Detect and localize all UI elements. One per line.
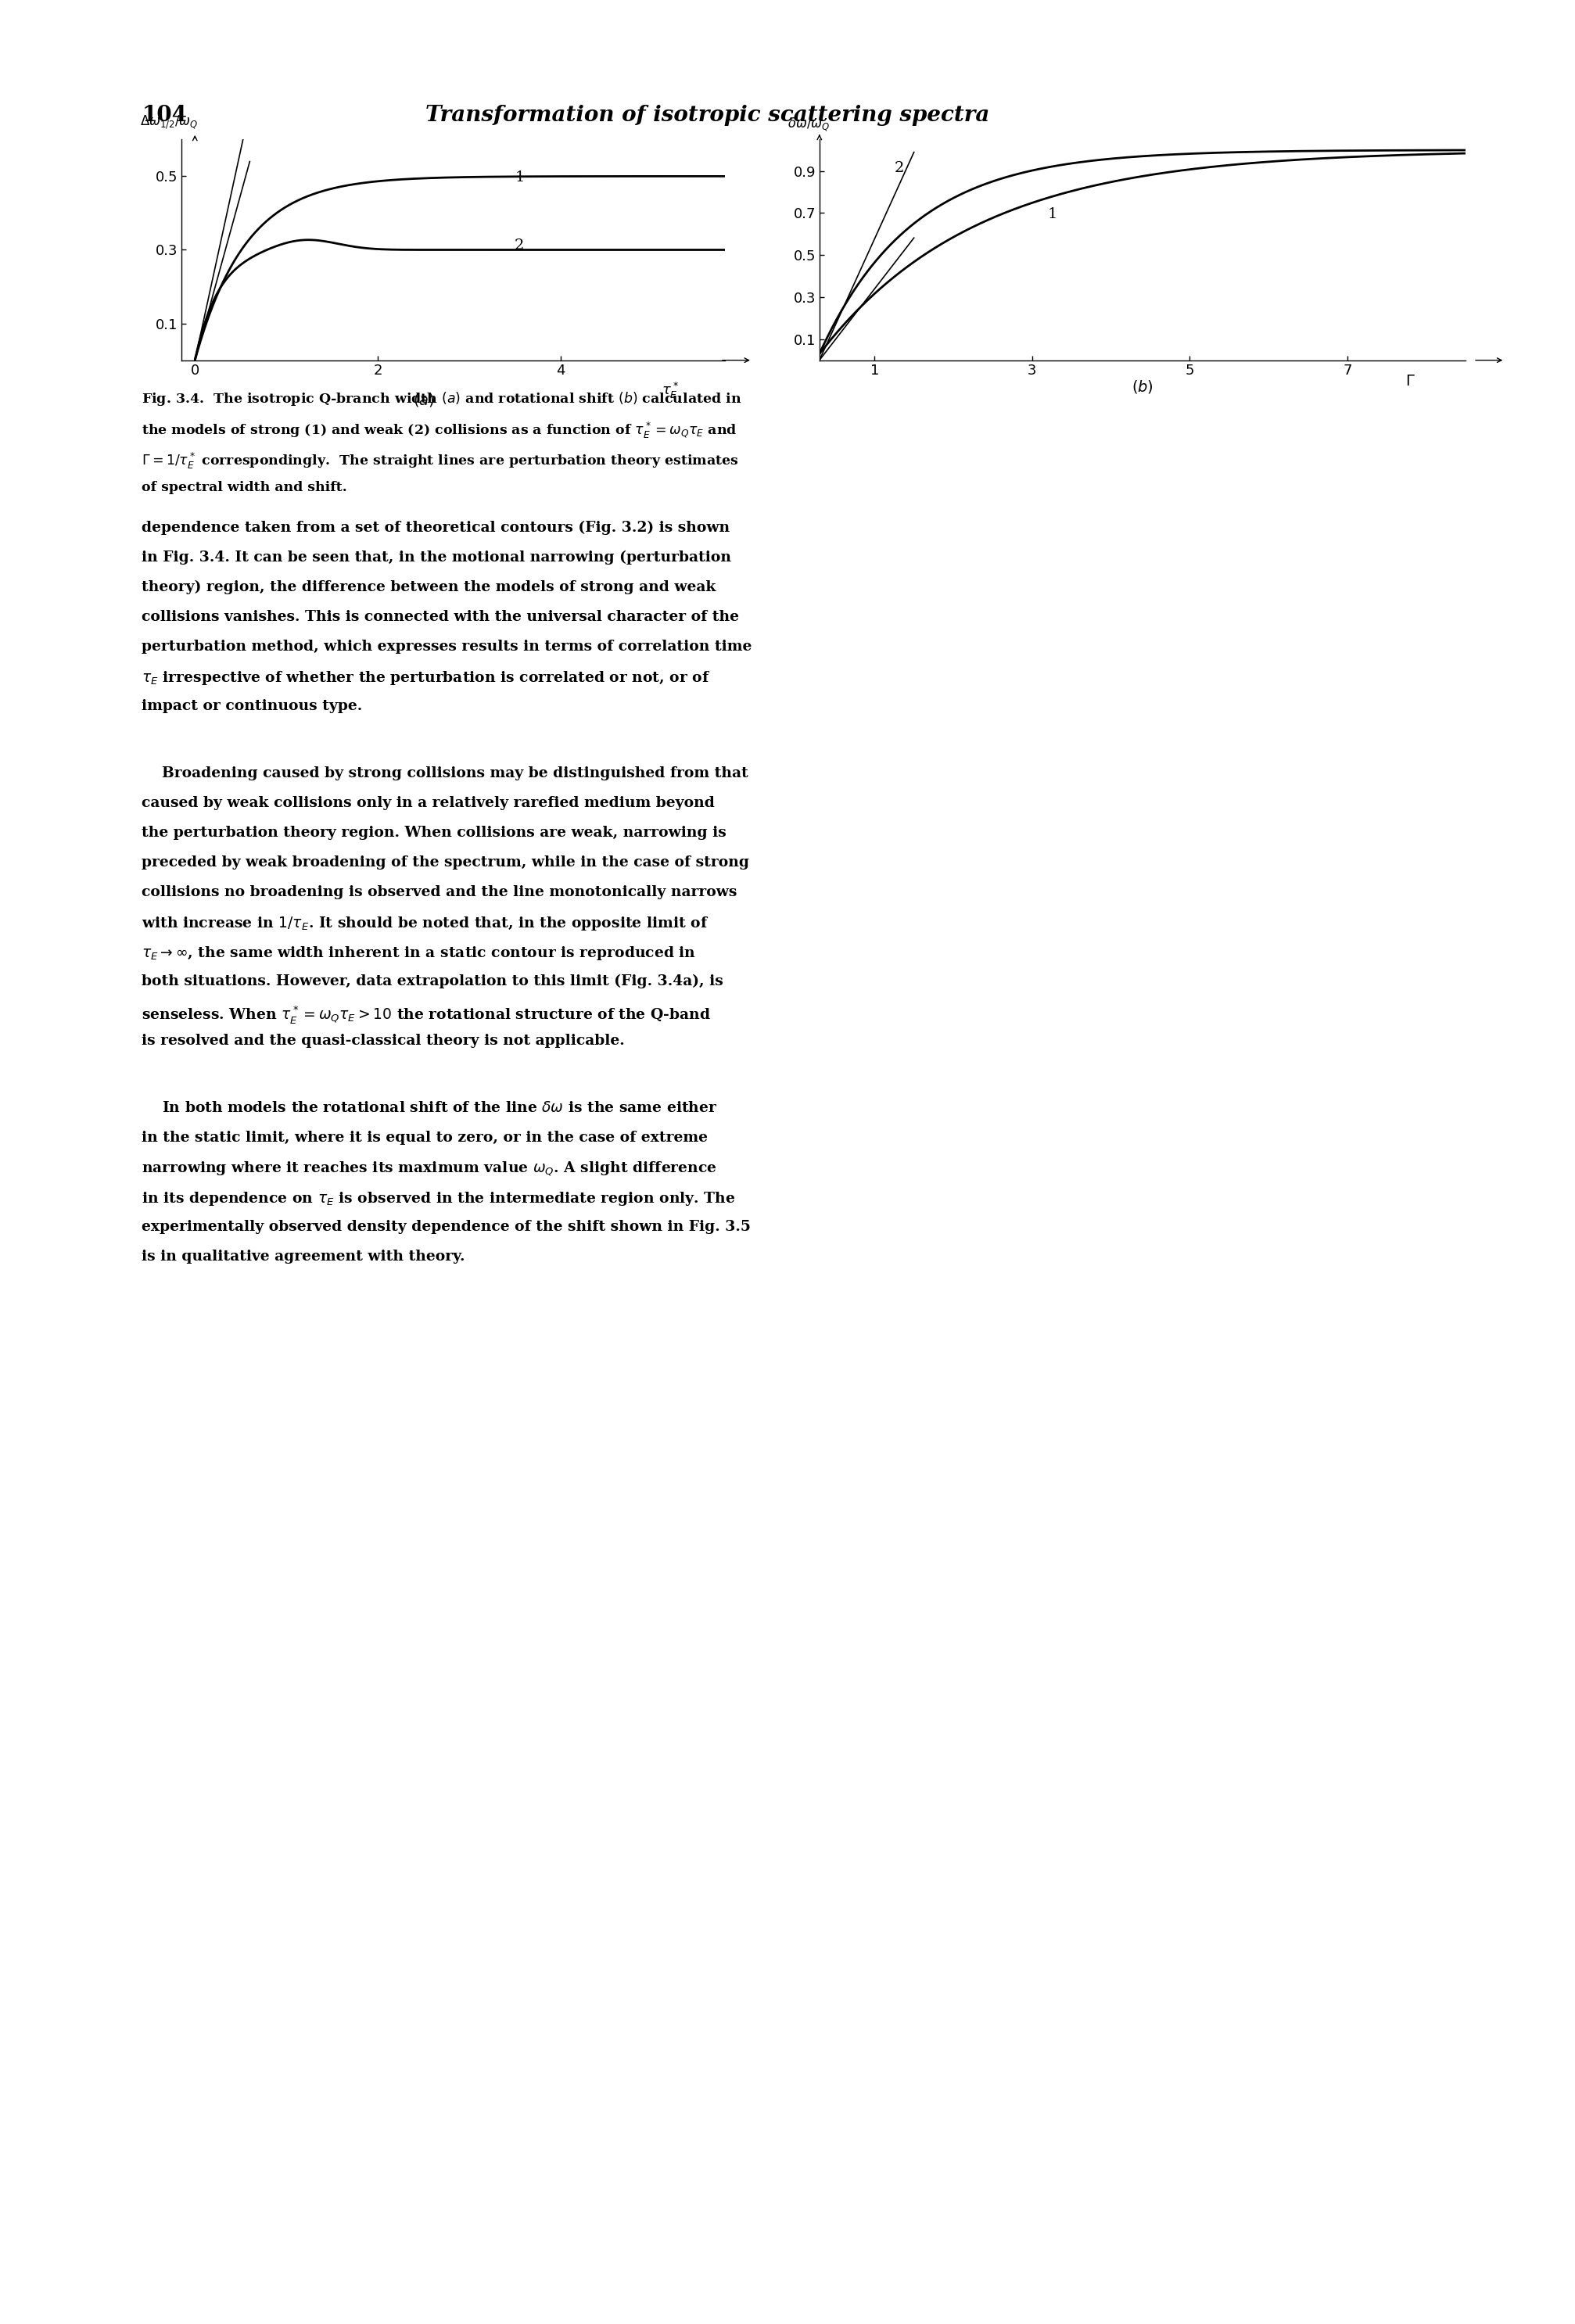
Text: $\tau_E^*$: $\tau_E^*$ <box>662 381 679 400</box>
Text: in its dependence on $\tau_E$ is observed in the intermediate region only. The: in its dependence on $\tau_E$ is observe… <box>142 1190 736 1206</box>
Text: $\Gamma = 1/\tau_E^*$ correspondingly.  The straight lines are perturbation theo: $\Gamma = 1/\tau_E^*$ correspondingly. T… <box>142 451 739 469</box>
Text: preceded by weak broadening of the spectrum, while in the case of strong: preceded by weak broadening of the spect… <box>142 855 750 869</box>
Text: $\tau_E$ irrespective of whether the perturbation is correlated or not, or of: $\tau_E$ irrespective of whether the per… <box>142 669 710 686</box>
Text: senseless. When $\tau_E^* = \omega_Q\tau_E > 10$ the rotational structure of the: senseless. When $\tau_E^* = \omega_Q\tau… <box>142 1004 710 1025</box>
Text: is resolved and the quasi-classical theory is not applicable.: is resolved and the quasi-classical theo… <box>142 1034 625 1048</box>
Text: both situations. However, data extrapolation to this limit (Fig. 3.4a), is: both situations. However, data extrapola… <box>142 974 723 988</box>
Text: 104: 104 <box>142 105 187 125</box>
Text: narrowing where it reaches its maximum value $\omega_Q$. A slight difference: narrowing where it reaches its maximum v… <box>142 1160 717 1178</box>
Text: experimentally observed density dependence of the shift shown in Fig. 3.5: experimentally observed density dependen… <box>142 1220 751 1234</box>
Text: the models of strong (1) and weak (2) collisions as a function of $\tau_E^* = \o: the models of strong (1) and weak (2) co… <box>142 421 737 439</box>
Text: the perturbation theory region. When collisions are weak, narrowing is: the perturbation theory region. When col… <box>142 825 726 839</box>
Text: $(a)$: $(a)$ <box>413 390 433 409</box>
Text: perturbation method, which expresses results in terms of correlation time: perturbation method, which expresses res… <box>142 639 751 653</box>
Text: Fig. 3.4.  The isotropic Q-branch width $(a)$ and rotational shift $(b)$ calcula: Fig. 3.4. The isotropic Q-branch width $… <box>142 390 742 407</box>
Text: Transformation of isotropic scattering spectra: Transformation of isotropic scattering s… <box>425 105 989 125</box>
Text: 2: 2 <box>515 239 524 253</box>
Text: $\Gamma$: $\Gamma$ <box>1405 374 1414 388</box>
Text: is in qualitative agreement with theory.: is in qualitative agreement with theory. <box>142 1250 465 1264</box>
Text: 2: 2 <box>895 160 904 174</box>
Text: impact or continuous type.: impact or continuous type. <box>142 700 362 713</box>
Text: In both models the rotational shift of the line $\delta\omega$ is the same eithe: In both models the rotational shift of t… <box>142 1102 717 1116</box>
Text: 1: 1 <box>1047 207 1057 221</box>
Text: with increase in $1/\tau_E$. It should be noted that, in the opposite limit of: with increase in $1/\tau_E$. It should b… <box>142 916 709 932</box>
Text: in the static limit, where it is equal to zero, or in the case of extreme: in the static limit, where it is equal t… <box>142 1129 707 1143</box>
Text: Broadening caused by strong collisions may be distinguished from that: Broadening caused by strong collisions m… <box>142 767 748 781</box>
Text: dependence taken from a set of theoretical contours (Fig. 3.2) is shown: dependence taken from a set of theoretic… <box>142 521 729 535</box>
Text: collisions no broadening is observed and the line monotonically narrows: collisions no broadening is observed and… <box>142 885 737 899</box>
Text: collisions vanishes. This is connected with the universal character of the: collisions vanishes. This is connected w… <box>142 609 739 623</box>
Text: $\tau_E \to \infty$, the same width inherent in a static contour is reproduced i: $\tau_E \to \infty$, the same width inhe… <box>142 944 696 962</box>
Text: $\Delta\omega_{1/2}/\omega_Q$: $\Delta\omega_{1/2}/\omega_Q$ <box>140 114 198 130</box>
Text: 1: 1 <box>515 170 524 186</box>
Text: $\delta\omega/\omega_Q$: $\delta\omega/\omega_Q$ <box>788 116 830 132</box>
Text: $(b)$: $(b)$ <box>1131 379 1153 395</box>
Text: theory) region, the difference between the models of strong and weak: theory) region, the difference between t… <box>142 581 717 595</box>
Text: of spectral width and shift.: of spectral width and shift. <box>142 481 346 495</box>
Text: in Fig. 3.4. It can be seen that, in the motional narrowing (perturbation: in Fig. 3.4. It can be seen that, in the… <box>142 551 731 565</box>
Text: caused by weak collisions only in a relatively rarefied medium beyond: caused by weak collisions only in a rela… <box>142 795 715 809</box>
